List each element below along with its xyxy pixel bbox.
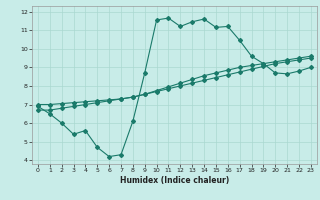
X-axis label: Humidex (Indice chaleur): Humidex (Indice chaleur) [120, 176, 229, 185]
